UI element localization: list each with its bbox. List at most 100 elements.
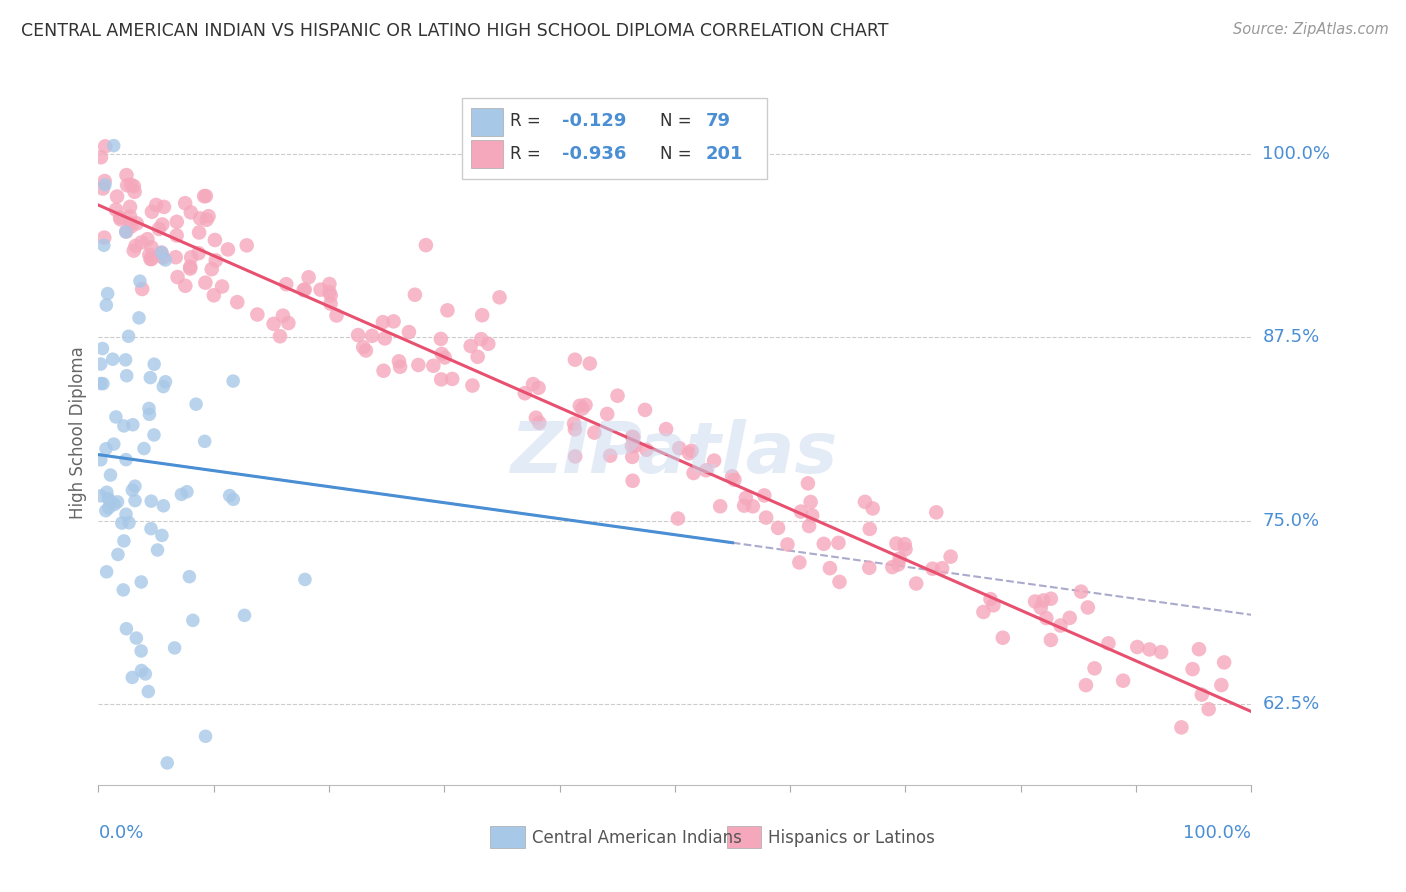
Point <box>150 528 173 542</box>
Point <box>430 372 453 386</box>
Point <box>174 196 197 211</box>
Point <box>1191 688 1213 702</box>
Point <box>741 500 763 514</box>
Point <box>124 493 146 508</box>
Point <box>319 288 342 302</box>
Point <box>319 296 342 310</box>
Point <box>1039 632 1062 647</box>
Text: 201: 201 <box>706 145 744 163</box>
Point <box>114 352 136 367</box>
Point <box>90 150 112 164</box>
Point <box>1139 642 1161 657</box>
Point <box>721 469 744 483</box>
Point <box>709 500 731 514</box>
Point <box>91 376 114 391</box>
Point <box>578 357 600 371</box>
Point <box>194 276 217 290</box>
Text: 100.0%: 100.0% <box>1184 824 1251 842</box>
Point <box>681 443 703 458</box>
Point <box>1126 640 1149 654</box>
FancyBboxPatch shape <box>461 98 768 179</box>
Point <box>222 492 245 507</box>
Point <box>925 505 948 519</box>
Point <box>138 248 160 262</box>
Point <box>430 332 453 346</box>
Point <box>93 238 115 252</box>
Point <box>103 138 125 153</box>
Point <box>352 340 374 354</box>
Point <box>430 347 453 361</box>
Point <box>858 561 880 575</box>
Point <box>889 551 911 566</box>
Point <box>124 479 146 493</box>
Point <box>347 328 370 343</box>
Point <box>115 508 138 522</box>
Point <box>141 494 163 508</box>
Point <box>1074 678 1097 692</box>
Point <box>361 328 384 343</box>
Point <box>374 331 396 345</box>
Point <box>388 354 411 368</box>
Point <box>90 452 112 467</box>
Point <box>138 408 160 422</box>
Point <box>122 179 145 194</box>
Point <box>115 452 138 467</box>
Point <box>1213 656 1236 670</box>
Point <box>100 468 122 483</box>
Point <box>1083 661 1105 675</box>
Point <box>596 407 619 421</box>
Point <box>179 260 201 274</box>
Point <box>170 487 193 501</box>
Point <box>146 543 169 558</box>
Point <box>733 499 755 513</box>
Point <box>93 174 115 188</box>
Point <box>1097 636 1119 650</box>
Point <box>905 576 928 591</box>
FancyBboxPatch shape <box>471 140 503 169</box>
Point <box>979 592 1001 607</box>
Point <box>574 398 596 412</box>
Point <box>477 336 499 351</box>
Point <box>112 418 135 433</box>
Point <box>96 565 118 579</box>
Point <box>194 729 217 743</box>
Point <box>354 343 377 358</box>
Point <box>115 368 138 383</box>
Point <box>139 370 162 384</box>
FancyBboxPatch shape <box>727 826 762 848</box>
Point <box>153 200 176 214</box>
Point <box>107 495 129 509</box>
Text: -0.936: -0.936 <box>562 145 626 163</box>
Point <box>467 350 489 364</box>
Point <box>271 309 294 323</box>
Point <box>110 212 132 227</box>
Point <box>471 308 494 322</box>
Point <box>132 442 155 456</box>
Point <box>433 351 456 365</box>
Point <box>441 372 464 386</box>
Point <box>152 251 174 265</box>
Text: 75.0%: 75.0% <box>1263 512 1320 530</box>
Point <box>136 684 159 698</box>
Point <box>1198 702 1220 716</box>
Point <box>98 493 121 508</box>
Point <box>766 521 789 535</box>
Text: 62.5%: 62.5% <box>1263 695 1320 714</box>
Point <box>621 430 644 444</box>
Point <box>634 403 657 417</box>
Point <box>298 270 321 285</box>
Point <box>94 178 117 192</box>
Point <box>755 510 778 524</box>
Point <box>217 243 239 257</box>
Point <box>166 270 188 285</box>
Point <box>408 358 430 372</box>
Point <box>695 463 717 477</box>
Point <box>621 430 644 444</box>
Point <box>179 569 201 583</box>
Point <box>103 437 125 451</box>
Point <box>318 277 340 291</box>
Point <box>179 261 201 276</box>
Point <box>136 232 159 246</box>
Point <box>124 239 146 253</box>
Point <box>188 211 211 226</box>
